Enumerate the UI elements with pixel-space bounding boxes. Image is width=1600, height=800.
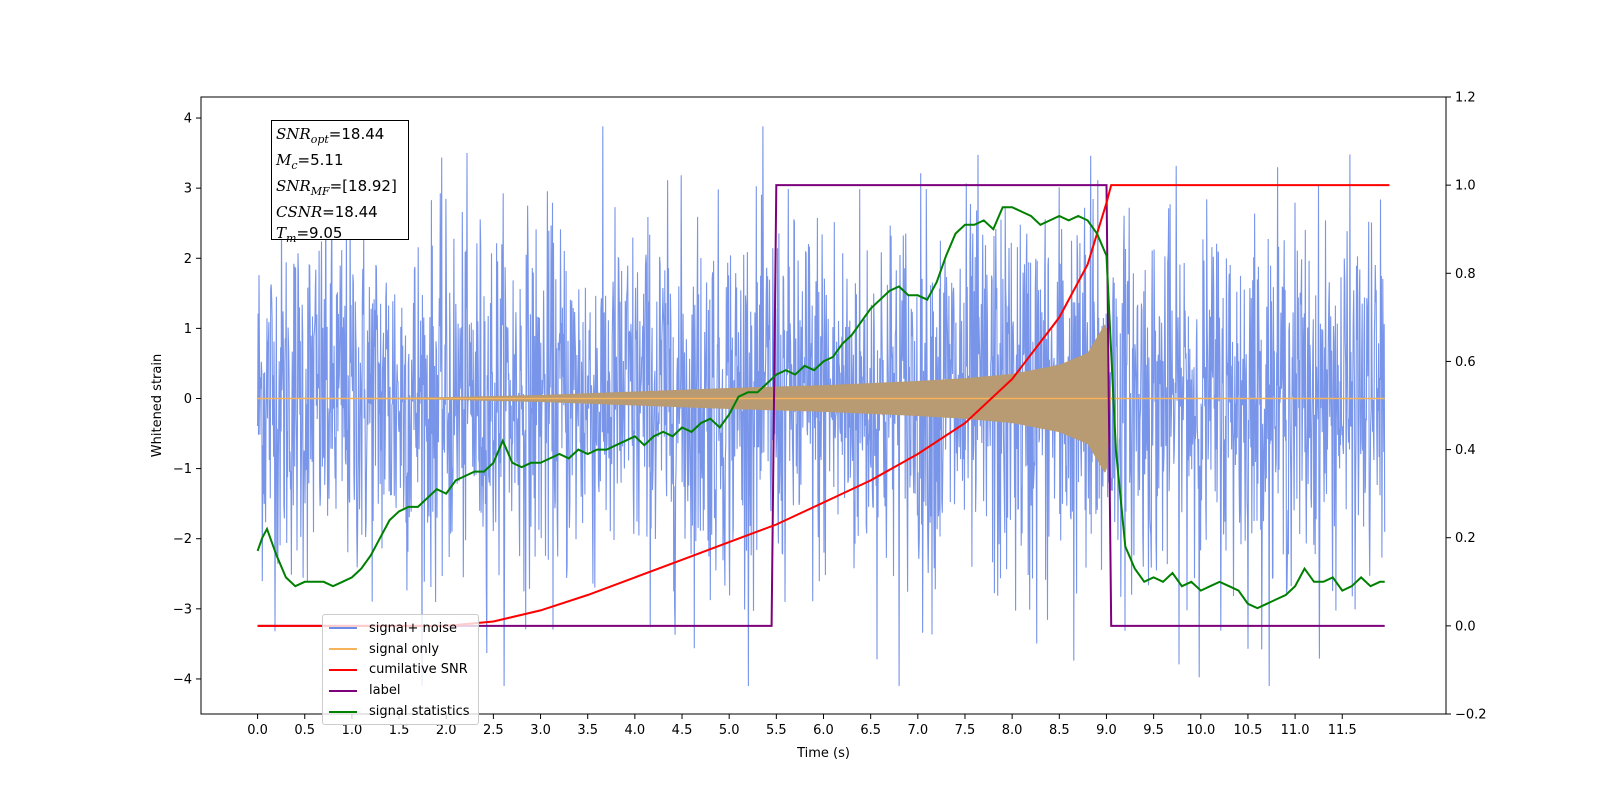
legend-label-signal-only: signal only <box>369 641 440 657</box>
y2-tick-label: 0.4 <box>1455 443 1476 458</box>
x-tick-label: 2.5 <box>483 723 504 738</box>
stats-annotation-box: SNRopt=18.44 Mc=5.11 SNRMF=[18.92] CSNR=… <box>271 120 409 245</box>
x-tick-label: 3.0 <box>530 723 551 738</box>
y2-tick-label: 1.2 <box>1455 91 1476 106</box>
legend-item-signal-statistics: signal statistics <box>329 701 472 722</box>
stats-csnr: CSNR=18.44 <box>276 203 378 221</box>
x-tick-label: 9.0 <box>1096 723 1117 738</box>
x-tick-label: 9.5 <box>1143 723 1164 738</box>
x-tick-label: 1.5 <box>389 723 410 738</box>
y2-tick-label: −0.2 <box>1455 708 1487 723</box>
x-tick-label: 11.5 <box>1328 723 1357 738</box>
legend-label-label: label <box>369 683 401 699</box>
stats-snr-mf: SNRMF=[18.92] <box>276 177 397 198</box>
y2-tick-label: 0.6 <box>1455 355 1476 370</box>
x-tick-label: 7.5 <box>955 723 976 738</box>
x-tick-label: 0.5 <box>294 723 315 738</box>
legend-item-signal-only: signal only <box>329 639 472 660</box>
x-tick-label: 0.0 <box>247 723 268 738</box>
x-tick-label: 8.0 <box>1002 723 1023 738</box>
y-tick-label: −3 <box>173 602 192 617</box>
x-tick-label: 3.5 <box>577 723 598 738</box>
y-tick-label: −2 <box>173 532 192 547</box>
x-tick-label: 10.5 <box>1233 723 1262 738</box>
x-tick-label: 4.5 <box>672 723 693 738</box>
chart-legend: signal+ noise signal only cumilative SNR… <box>322 614 479 725</box>
axes-layer: 0.0 0.5 1.0 1.5 2.0 2.5 3.0 3.5 4.0 4.5 5.0 5.5 6.0 6… <box>173 91 1487 739</box>
legend-item-signal-noise: signal+ noise <box>329 618 472 639</box>
stats-snr-opt: SNRopt=18.44 <box>276 125 385 146</box>
x-tick-label: 5.0 <box>719 723 740 738</box>
legend-swatch-signal-noise <box>329 627 357 630</box>
x-tick-label: 6.5 <box>860 723 881 738</box>
y2-tick-label: 0.2 <box>1455 531 1476 546</box>
noise-series-layer <box>257 126 1386 687</box>
y-tick-label: 1 <box>184 322 192 337</box>
y-tick-label: 3 <box>184 182 192 197</box>
legend-label-cumulative-snr: cumilative SNR <box>369 662 468 678</box>
y2-tick-label: 1.0 <box>1455 179 1476 194</box>
legend-item-cumulative-snr: cumilative SNR <box>329 660 472 681</box>
legend-label-signal-noise: signal+ noise <box>369 620 458 636</box>
legend-label-signal-statistics: signal statistics <box>369 704 470 720</box>
x-tick-label: 1.0 <box>342 723 363 738</box>
x-tick-label: 5.5 <box>766 723 787 738</box>
legend-swatch-signal-statistics <box>329 710 357 713</box>
stats-mc: Mc=5.11 <box>276 151 344 172</box>
x-tick-label: 10.0 <box>1186 723 1215 738</box>
legend-swatch-signal-only <box>329 648 357 651</box>
cumulative-snr-line <box>257 184 1390 627</box>
y2-tick-label: 0.8 <box>1455 267 1476 282</box>
y-tick-label: 2 <box>184 252 192 267</box>
y-tick-label: 4 <box>184 112 192 127</box>
line-series-layer <box>256 184 1390 627</box>
signal-series-layer <box>257 324 1385 473</box>
x-tick-label: 4.0 <box>625 723 646 738</box>
x-tick-label: 11.0 <box>1281 723 1310 738</box>
stats-tm: Tm=9.05 <box>276 224 343 245</box>
y2-tick-label: 0.0 <box>1455 619 1476 634</box>
y-tick-label: −1 <box>173 462 192 477</box>
legend-swatch-cumulative-snr <box>329 668 357 671</box>
x-tick-label: 8.5 <box>1049 723 1070 738</box>
legend-swatch-label <box>329 689 357 692</box>
x-tick-label: 7.0 <box>907 723 928 738</box>
y-tick-label: 0 <box>184 392 192 407</box>
x-tick-label: 2.0 <box>436 723 457 738</box>
x-tick-label: 6.0 <box>813 723 834 738</box>
signal-noise-trace <box>257 126 1386 687</box>
label-line <box>257 184 1385 627</box>
y-axis-label: Whitened strain <box>150 354 165 457</box>
x-axis-label: Time (s) <box>796 746 850 761</box>
signal-statistics-line <box>256 206 1385 610</box>
legend-item-label: label <box>329 680 472 701</box>
y-tick-label: −4 <box>173 672 192 687</box>
